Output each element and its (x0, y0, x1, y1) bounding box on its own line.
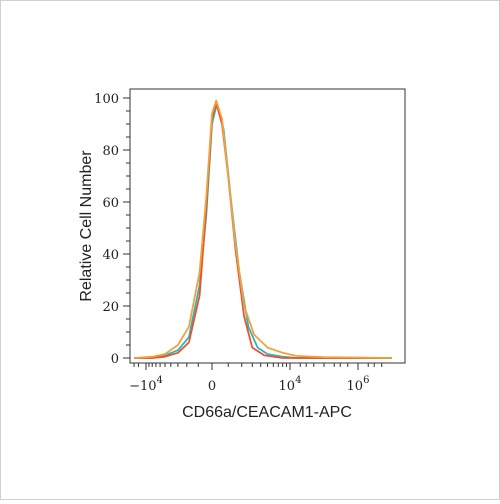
y-tick-label: 40 (102, 248, 119, 263)
plot-area (129, 88, 406, 364)
histogram-curves (134, 99, 393, 359)
y-tick-label: 80 (102, 144, 119, 159)
histogram-series-1 (134, 102, 392, 359)
x-tick-label: 106 (347, 375, 370, 394)
y-axis: 0 20 40 60 80 100 (94, 92, 130, 367)
x-axis-title: CD66a/CEACAM1-APC (182, 404, 352, 421)
y-tick-label: 20 (102, 300, 119, 315)
histogram-series-3 (134, 99, 393, 359)
y-tick-label: 100 (94, 92, 119, 107)
histogram-series-2 (134, 102, 392, 359)
x-axis: −104 0 104 106 (129, 363, 383, 394)
y-tick-label: 60 (102, 196, 119, 211)
x-tick-label: 104 (279, 375, 302, 394)
x-tick-label: 0 (208, 379, 216, 394)
y-tick-label: 0 (111, 352, 119, 367)
y-axis-title: Relative Cell Number (78, 150, 95, 302)
x-tick-label: −104 (129, 375, 163, 394)
